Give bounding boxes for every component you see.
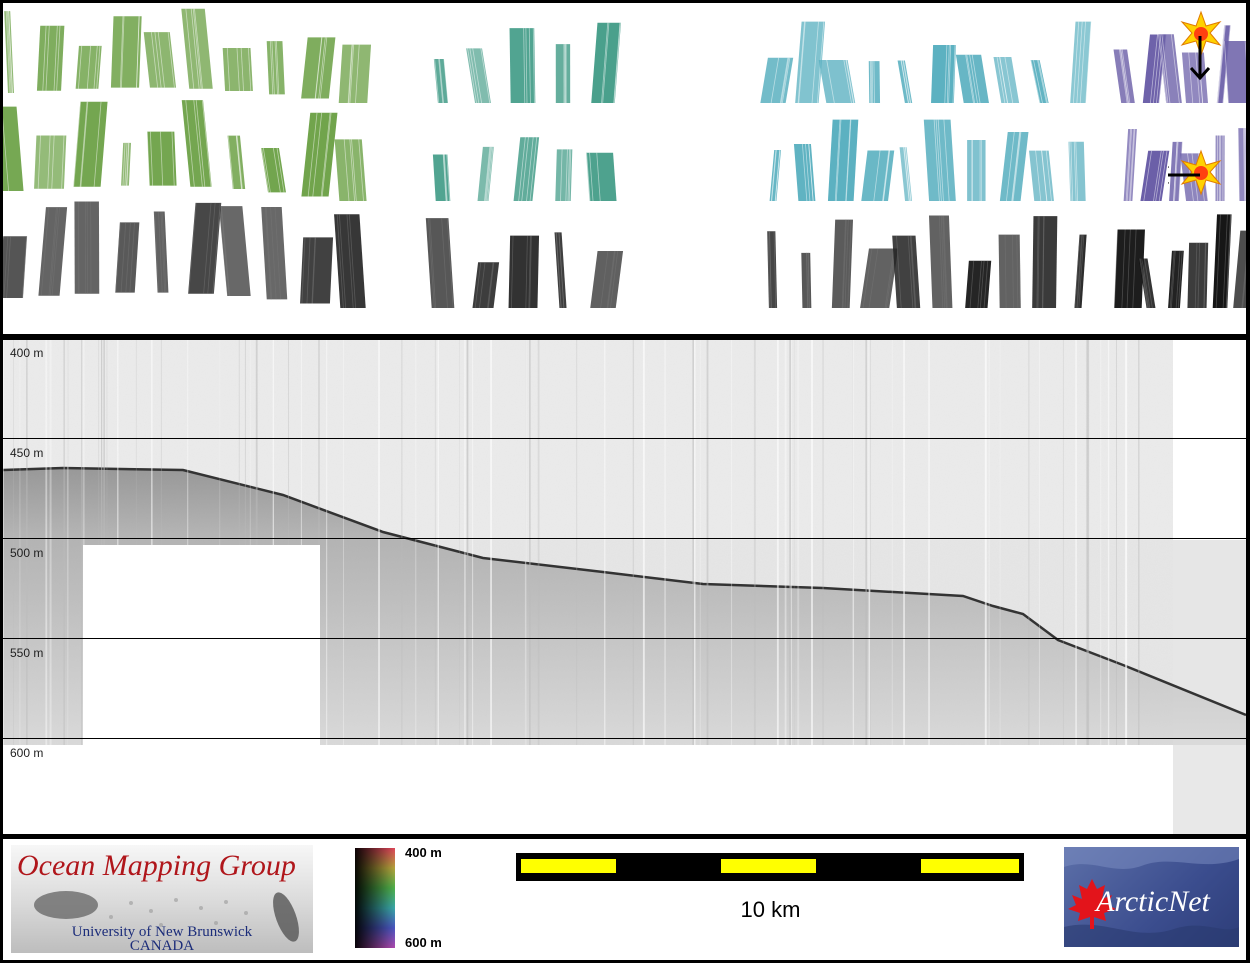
logo-university: University of New Brunswick	[71, 924, 253, 940]
water-column-profile: 400 m 450 m 500 m 550 m 600 m	[3, 340, 1246, 834]
shaded-relief-panel	[3, 3, 1246, 334]
depth-label-600: 600 m	[10, 746, 44, 760]
arcticnet-logo: ArcticNet	[1064, 847, 1239, 947]
arcticnet-logo-text: ArcticNet	[1096, 885, 1210, 918]
depth-gridline	[3, 738, 1246, 739]
scale-bar-segment	[521, 859, 616, 873]
ocean-mapping-group-logo: Ocean Mapping Group University of New Br…	[11, 845, 313, 953]
logo-country: CANADA	[129, 938, 195, 953]
depth-colorbar	[355, 848, 395, 948]
profile-image	[3, 340, 1246, 834]
illumination-legend	[1168, 10, 1222, 196]
depth-gridline	[3, 638, 1246, 639]
scale-bar-label: 10 km	[740, 897, 801, 922]
shaded-strips	[3, 8, 1246, 309]
logo-title: Ocean Mapping Group	[17, 849, 296, 882]
scale-bar-segment	[721, 859, 816, 873]
colorbar-bottom-label: 600 m	[405, 935, 442, 950]
depth-label-500: 500 m	[10, 546, 44, 560]
colorbar-top-label: 400 m	[405, 845, 442, 860]
depth-label-400: 400 m	[10, 346, 44, 360]
maple-leaf-icon	[1068, 879, 1116, 929]
arrow-left-icon	[1168, 166, 1200, 184]
arrow-down-icon	[1189, 36, 1211, 81]
logo-background-art	[34, 891, 299, 942]
depth-label-550: 550 m	[10, 646, 44, 660]
sun-icon	[1180, 149, 1222, 196]
scale-bar-segment	[921, 859, 1019, 873]
scale-bar	[516, 853, 1024, 881]
footer: Ocean Mapping Group University of New Br…	[3, 839, 1246, 960]
depth-gridline	[3, 438, 1246, 439]
depth-label-450: 450 m	[10, 446, 44, 460]
depth-gridline	[3, 538, 1246, 539]
